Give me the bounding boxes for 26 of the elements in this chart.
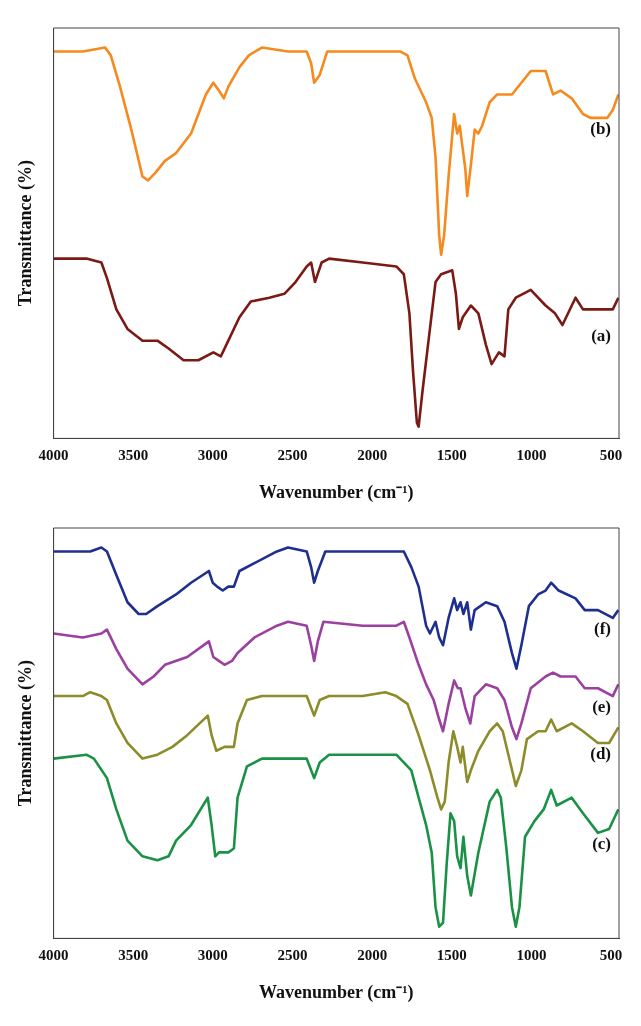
series-label: (a) <box>591 325 611 345</box>
x-tick-label: 500 <box>599 947 623 964</box>
x-tick-label: 1500 <box>436 947 467 964</box>
x-tick-label: 4000 <box>38 947 69 964</box>
x-tick-label: 1000 <box>516 447 547 464</box>
x-tick-label: 500 <box>599 447 623 464</box>
series-label: (f) <box>594 618 611 638</box>
x-tick-label: 1500 <box>436 447 467 464</box>
x-tick-label: 3000 <box>197 947 228 964</box>
series-label: (d) <box>590 743 611 763</box>
x-tick-label: 2500 <box>277 947 308 964</box>
x-tick-label: 3500 <box>118 947 149 964</box>
series-label: (c) <box>592 833 611 853</box>
x-tick-label: 3000 <box>197 447 228 464</box>
x-axis-title: Wavenumber (cm⁻¹) <box>259 981 414 1003</box>
x-tick-label: 3500 <box>118 447 149 464</box>
x-tick-label: 2000 <box>357 447 388 464</box>
x-tick-label: 1000 <box>516 947 547 964</box>
x-axis-title: Wavenumber (cm⁻¹) <box>259 481 414 503</box>
x-tick-label: 2500 <box>277 447 308 464</box>
y-axis-title: Transmittance (%) <box>15 660 37 807</box>
series-label: (b) <box>590 118 611 138</box>
x-tick-label: 2000 <box>357 947 388 964</box>
series-label: (e) <box>592 696 611 716</box>
x-tick-label: 4000 <box>38 447 69 464</box>
y-axis-title: Transmittance (%) <box>15 160 37 307</box>
